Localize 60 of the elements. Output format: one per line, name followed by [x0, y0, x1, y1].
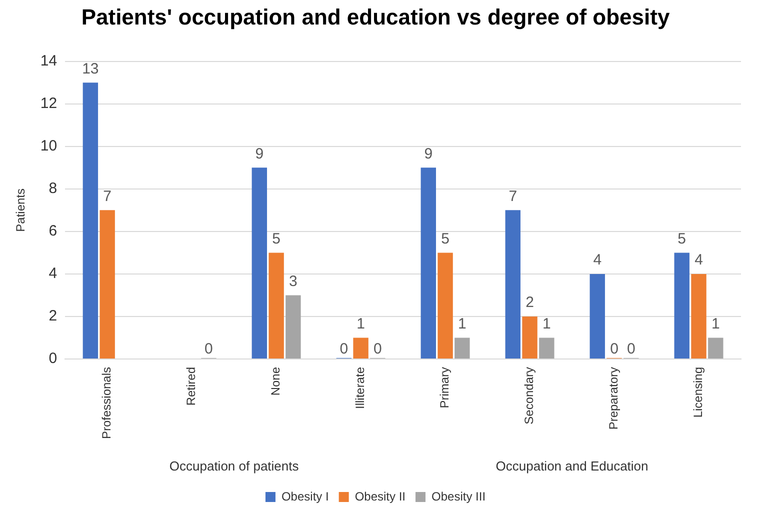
y-tick-label: 14: [40, 52, 58, 70]
x-tick-label: None: [268, 366, 283, 396]
data-label: 0: [204, 340, 213, 358]
legend-label: Obesity II: [354, 489, 406, 504]
x-tick-label: Licensing: [691, 366, 706, 418]
data-label: 0: [340, 340, 348, 358]
bar: [438, 252, 453, 358]
data-label: 7: [103, 188, 112, 205]
bar: [691, 274, 706, 358]
bar: [268, 252, 284, 358]
bar: [522, 316, 538, 358]
y-tick-label: 4: [48, 265, 58, 282]
bar: [252, 168, 268, 358]
bar: [420, 168, 436, 358]
text: Occupation of patients: [169, 458, 300, 474]
chart-title: Patients' occupation and education vs degree of obesity: [81, 4, 670, 30]
data-label: 4: [694, 252, 703, 269]
data-label: 7: [508, 188, 518, 205]
data-label: 0: [374, 340, 382, 358]
data-label: 1: [458, 315, 466, 332]
data-label: 4: [593, 252, 602, 269]
x-tick-label: Retired: [184, 366, 198, 406]
data-label: 5: [272, 230, 280, 248]
bar: [505, 210, 520, 358]
y-tick-label: 8: [48, 180, 58, 198]
text: Occupation and Education: [496, 458, 648, 474]
legend-label: Obesity III: [432, 489, 486, 504]
y-tick-label: 6: [48, 222, 58, 240]
y-tick-label: 12: [40, 95, 58, 112]
y-tick-label: 0: [48, 350, 58, 368]
data-label: 1: [542, 315, 551, 332]
data-label: 13: [82, 60, 99, 78]
data-label: 5: [678, 230, 686, 248]
bar: [286, 295, 301, 358]
data-label: 9: [424, 145, 433, 162]
data-label: 0: [610, 340, 618, 358]
x-tick-label: Illiterate: [353, 366, 368, 409]
bar: [590, 274, 605, 358]
data-label: 3: [289, 272, 298, 290]
bar: [708, 338, 724, 358]
y-axis-title: Patients: [14, 188, 28, 232]
data-label: 5: [441, 230, 450, 248]
data-label: 9: [255, 145, 264, 162]
data-label: 1: [356, 315, 365, 332]
bar: [454, 338, 470, 358]
legend-label: Obesity I: [281, 489, 329, 504]
x-tick-label: Professionals: [100, 366, 114, 440]
data-label: 1: [711, 315, 720, 332]
bar: [674, 252, 690, 358]
data-label: 2: [526, 294, 534, 312]
y-tick-label: 2: [48, 308, 58, 325]
x-tick-label: Preparatory: [606, 366, 621, 430]
data-label: 0: [626, 340, 636, 358]
bar: [100, 210, 115, 358]
y-tick-label: 10: [40, 138, 58, 155]
bar: [82, 82, 98, 358]
bar: [353, 338, 368, 358]
x-tick-label: Secondary: [522, 366, 536, 424]
x-tick-label: Primary: [438, 366, 452, 408]
bar: [539, 338, 554, 358]
